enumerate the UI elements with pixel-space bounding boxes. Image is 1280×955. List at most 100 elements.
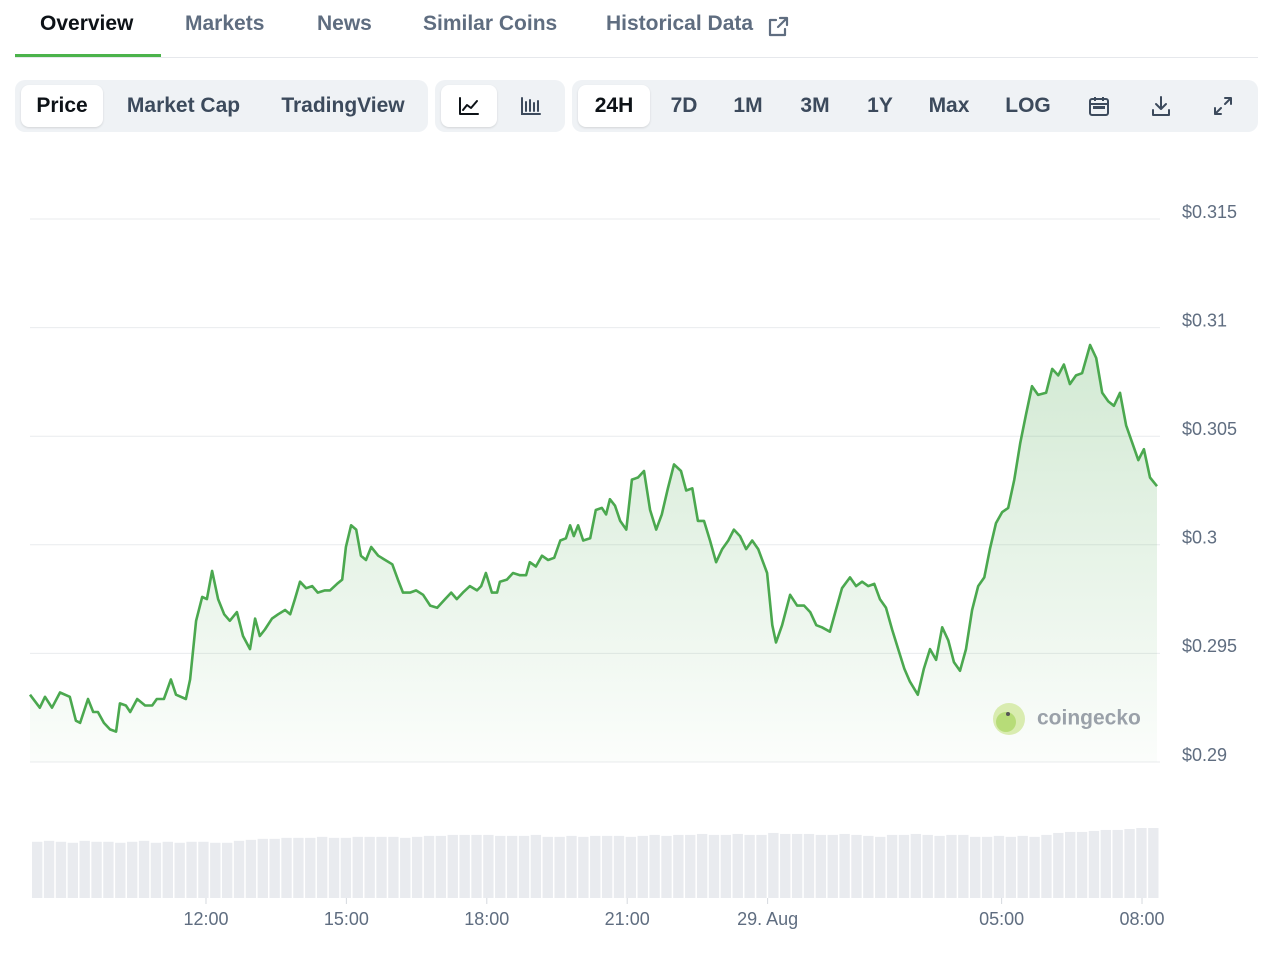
volume-bar — [744, 834, 755, 898]
volume-bar — [257, 838, 268, 898]
tab[interactable]: Overview — [40, 12, 134, 35]
range-button[interactable]: Max — [928, 94, 970, 117]
volume-bar — [578, 836, 589, 898]
volume-bar — [233, 840, 245, 898]
volume-bar — [388, 836, 399, 898]
view-button[interactable]: Price — [21, 85, 103, 127]
volume-bar — [875, 836, 886, 898]
volume-bar — [1100, 829, 1112, 898]
external-link-icon — [768, 16, 789, 37]
volume-bar — [530, 834, 542, 898]
range-button[interactable]: 1M — [733, 94, 763, 117]
volume-bar — [435, 835, 447, 898]
tab[interactable]: Markets — [185, 12, 265, 35]
volume-bar — [269, 838, 280, 898]
candlestick-button[interactable] — [503, 85, 559, 127]
volume-bar — [1088, 830, 1100, 898]
volume-bar — [32, 841, 43, 898]
divider — [15, 57, 1258, 58]
volume-bar — [898, 834, 910, 898]
volume-bar — [138, 840, 150, 898]
volume-bar — [281, 837, 292, 898]
volume-bar — [803, 833, 815, 898]
volume-bar — [447, 834, 458, 898]
y-tick-label: $0.31 — [1182, 310, 1227, 330]
volume-bar — [459, 834, 470, 898]
y-tick-label: $0.29 — [1182, 745, 1227, 765]
volume-bar — [566, 835, 577, 898]
fullscreen-button[interactable] — [1196, 85, 1250, 127]
volume-bar — [590, 835, 601, 898]
volume-bar — [471, 834, 482, 898]
range-button[interactable]: 7D — [670, 94, 698, 117]
volume-bar — [1029, 836, 1040, 898]
x-tick-label: 18:00 — [464, 909, 509, 929]
volume-bar — [756, 834, 767, 898]
range-button[interactable]: 1Y — [867, 94, 893, 117]
x-tick-label: 15:00 — [324, 909, 369, 929]
volume-bar — [305, 837, 316, 898]
volume-bar — [150, 842, 162, 898]
view-button[interactable]: Market Cap — [126, 94, 241, 117]
volume-bar — [1053, 832, 1064, 898]
volume-bar — [554, 836, 565, 898]
tab[interactable]: News — [317, 12, 372, 35]
volume-bar — [103, 841, 114, 898]
volume-bar — [661, 835, 672, 898]
volume-bar — [495, 835, 506, 898]
volume-bar — [720, 834, 732, 898]
volume-bar — [839, 833, 850, 898]
log-button[interactable]: LOG — [1005, 94, 1051, 117]
volume-bar — [649, 834, 660, 898]
volume-bar — [827, 834, 838, 898]
logo-eye — [1006, 712, 1010, 716]
view-group: Price Market Cap TradingView — [15, 80, 428, 132]
volume-bar — [221, 842, 233, 898]
area-fill — [30, 345, 1157, 762]
range-button[interactable]: 24H — [578, 85, 650, 127]
volume-bar — [67, 842, 78, 898]
volume-bar — [1124, 828, 1135, 898]
watermark-text: coingecko — [1037, 707, 1141, 730]
volume-bar — [245, 839, 257, 898]
volume-bar — [946, 834, 957, 898]
volume-bar — [423, 835, 435, 898]
volume-bar — [1017, 835, 1028, 898]
volume-bar — [1076, 831, 1088, 898]
volume-bar — [506, 835, 518, 898]
volume-bar — [1065, 831, 1076, 898]
volume-bar — [685, 834, 696, 898]
volume-bar — [542, 836, 553, 898]
volume-bar — [411, 836, 423, 898]
download-button[interactable] — [1134, 85, 1188, 127]
volume-bar — [174, 842, 185, 898]
range-button[interactable]: 3M — [800, 94, 830, 117]
volume-bar — [340, 837, 352, 898]
volume-bar — [696, 833, 708, 898]
active-tab-indicator — [15, 54, 161, 57]
volume-bar — [637, 835, 648, 898]
volume-bar — [1148, 828, 1159, 898]
view-button[interactable]: TradingView — [281, 94, 405, 117]
volume-bar — [708, 834, 720, 898]
tab[interactable]: Historical Data — [606, 12, 754, 35]
volume-bar — [1136, 828, 1147, 898]
volume-bar — [613, 835, 625, 898]
x-tick-label: 08:00 — [1119, 909, 1164, 929]
calendar-button[interactable] — [1072, 85, 1126, 127]
volume-bar — [376, 836, 387, 898]
volume-bar — [815, 834, 827, 898]
volume-bar — [625, 836, 637, 898]
tab[interactable]: Similar Coins — [423, 12, 558, 35]
volume-bar — [791, 833, 803, 898]
volume-bar — [768, 832, 779, 898]
watermark: coingecko — [993, 703, 1141, 735]
y-tick-label: $0.3 — [1182, 528, 1217, 548]
volume-bar — [910, 833, 922, 898]
y-tick-label: $0.315 — [1182, 202, 1237, 222]
volume-bar — [673, 834, 684, 898]
line-chart-button[interactable] — [441, 85, 497, 127]
volume-bar — [79, 840, 90, 898]
volume-bar — [198, 841, 209, 898]
